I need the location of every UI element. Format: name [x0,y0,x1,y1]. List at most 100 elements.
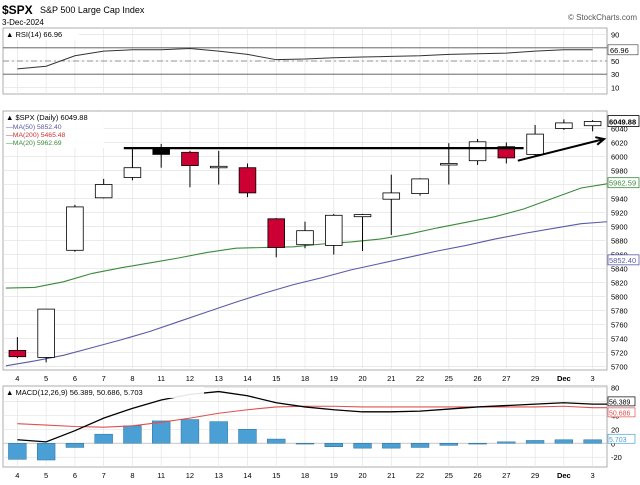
macd-x-tick-label: 13 [215,471,223,480]
macd-value-tag: 56.389 [609,399,631,406]
price-tick-label: 5880 [611,237,628,246]
macd-x-tick-label: 7 [102,471,106,480]
candle-body [440,163,458,166]
macd-label: ▲ MACD(12,26,9) 56.389, 50.686, 5.703 [6,388,143,397]
price-tick-label: 5760 [611,321,628,330]
price-tick-label: 6040 [611,125,628,134]
price-tick-label: 5800 [611,293,628,302]
rsi-value-tag: 66.96 [610,46,629,55]
price-x-tick-label: 19 [330,374,338,383]
price-x-tick-label: 22 [416,374,424,383]
price-x-tick-label: 14 [243,374,251,383]
rsi-tick-label: 10 [611,83,619,92]
candle-body [382,192,401,200]
price-tick-label: 5980 [611,167,628,176]
macd-tick-label: 0 [611,439,615,448]
macd-histogram-bar [180,419,200,444]
macd-histogram-bar [525,440,545,444]
candle-body [238,167,257,194]
macd-x-tick-label: Dec [557,471,571,480]
price-x-tick-label: 5 [44,374,48,383]
ma-line-ma20 [5,183,608,289]
macd-histogram-bar [267,438,286,444]
macd-histogram-bar [353,443,372,449]
chart-credit: © StockCharts.com [568,13,637,22]
price-legend-bg [4,112,104,148]
macd-histogram-bar [65,443,85,448]
macd-x-tick-label: 5 [44,471,48,480]
price-tick-label: 5820 [611,279,628,288]
macd-histogram-bar [410,443,430,448]
rsi-label: ▲ RSI(14) 66.96 [6,30,62,39]
trend-arrow-head [595,136,607,146]
price-tick-label: 5720 [611,349,628,358]
rsi-tick-label: 50 [611,57,619,66]
candle-body [94,184,113,199]
rsi-line [17,47,593,70]
price-x-tick-label: 8 [130,374,134,383]
trend-arrow-shaft [517,138,605,162]
ma-legend-ma200: —MA(200) 5465.48 [6,132,66,139]
price-x-tick-label: 6 [73,374,77,383]
macd-histogram-bar [468,443,487,445]
ma-line-ma50 [5,221,608,367]
macd-tick-label: -20 [611,453,622,462]
price-last-tag: 6049.88 [609,118,636,127]
macd-x-tick-label: 22 [416,471,424,480]
macd-x-tick-label: 8 [130,471,134,480]
macd-x-tick-label: 29 [531,471,539,480]
price-x-tick-label: 29 [531,374,539,383]
macd-value-tag: 50.686 [609,410,631,417]
macd-histogram-bar [439,443,458,446]
macd-tag-box [607,433,636,444]
ma-tag-box [607,254,640,266]
price-last-tag-box [607,115,640,127]
macd-x-tick-label: 14 [243,471,251,480]
chart-symbol: $SPX [2,3,33,17]
price-x-tick-label: Dec [557,374,571,383]
macd-x-tick-label: 26 [473,471,481,480]
macd-x-tick-label: 27 [502,471,510,480]
macd-histogram-bar [94,433,113,444]
candle-body [353,214,372,218]
rsi-tick-label: 90 [611,31,619,40]
candle-body [468,141,487,162]
macd-histogram-bar [238,429,257,444]
macd-histogram-bar [8,443,27,460]
candle-body [66,206,84,251]
price-tick-label: 5780 [611,307,628,316]
macd-x-tick-label: 11 [157,471,165,480]
macd-x-tick-label: 20 [358,471,366,480]
macd-tick-label: 80 [611,383,619,392]
ma-tag-box [607,177,640,189]
macd-tag-box [607,407,636,418]
macd-x-tick-label: 12 [186,471,194,480]
macd-histogram-bar [152,420,171,444]
price-tick-label: 6020 [611,139,628,148]
price-x-tick-label: 27 [502,374,510,383]
ma-tag-ma20: 5962.59 [609,179,636,188]
macd-x-tick-label: 25 [445,471,453,480]
price-tick-label: 6000 [611,153,628,162]
price-x-tick-label: 4 [15,374,19,383]
macd-x-tick-label: 21 [387,471,395,480]
price-tick-label: 5840 [611,265,628,274]
macd-line [17,390,607,443]
candle-body [37,308,55,358]
chart-title: S&P 500 Large Cap Index [40,5,145,15]
price-tick-label: 5940 [611,195,628,204]
price-x-tick-label: 15 [272,374,280,383]
price-x-tick-label: 18 [301,374,309,383]
macd-signal-line [17,405,607,428]
macd-histogram-bar [295,443,315,445]
price-label: ▲ $SPX (Daily) 6049.88 [6,113,88,122]
macd-histogram-bar [36,443,56,461]
macd-label-bg [4,387,204,398]
macd-histogram-bar [583,439,602,444]
rsi-value-tag-box [607,44,639,56]
macd-histogram-bar [382,443,401,449]
price-x-tick-label: 13 [215,374,223,383]
macd-x-tick-label: 18 [301,471,309,480]
macd-histogram-bar [209,421,228,444]
